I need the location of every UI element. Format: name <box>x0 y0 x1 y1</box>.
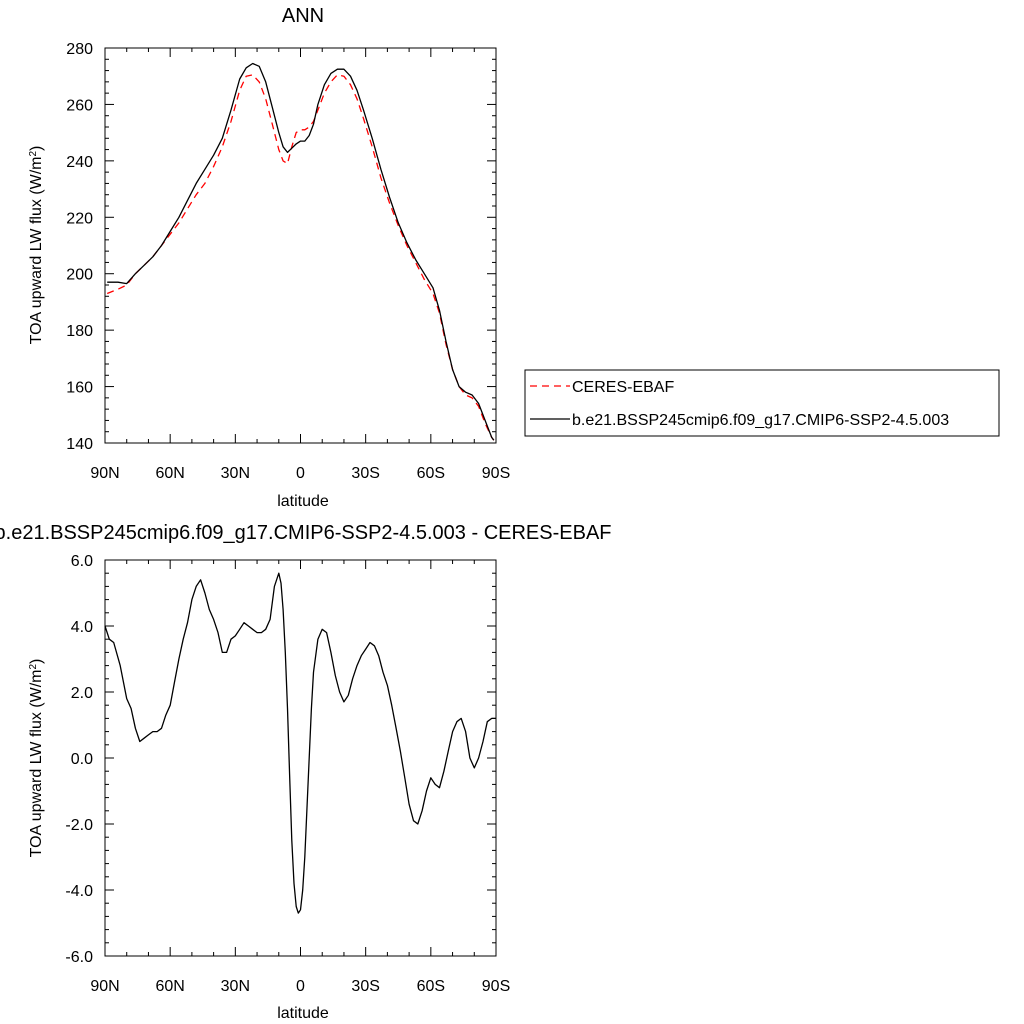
top-x-ticks: 90N 60N 30N 0 30S 60S 90S <box>90 48 510 482</box>
y-tick-label: 240 <box>66 154 93 171</box>
series-line-0-0 <box>106 74 495 441</box>
x-tick-label: 90S <box>482 978 510 995</box>
legend-label-model: b.e21.BSSP245cmip6.f09_g17.CMIP6-SSP2-4.… <box>572 412 949 429</box>
x-tick-label: 90N <box>90 465 119 482</box>
bottom-chart-title: b.e21.BSSP245cmip6.f09_g17.CMIP6-SSP2-4.… <box>0 522 611 544</box>
top-series <box>106 62 495 441</box>
bottom-y-axis-label: TOA upward LW flux (W/m2) <box>28 659 46 858</box>
top-y-ticks: 140 160 180 200 220 240 260 280 <box>66 41 496 453</box>
y-tick-label: -6.0 <box>65 949 93 966</box>
bottom-x-axis-label: latitude <box>277 1005 329 1022</box>
top-plot-frame <box>104 47 497 444</box>
x-tick-label: 30N <box>221 465 250 482</box>
x-tick-label: 30S <box>351 978 379 995</box>
y-tick-label: -4.0 <box>65 883 93 900</box>
legend: CERES-EBAF b.e21.BSSP245cmip6.f09_g17.CM… <box>524 369 1000 437</box>
y-tick-label: 280 <box>66 41 93 58</box>
series-line-0-1 <box>107 62 495 441</box>
top-panel: ANN 140 160 180 200 220 240 260 280 90N 60N 30N 0 3… <box>28 5 511 510</box>
x-tick-label: 90N <box>90 978 119 995</box>
y-tick-label: 4.0 <box>71 619 93 636</box>
bottom-panel: b.e21.BSSP245cmip6.f09_g17.CMIP6-SSP2-4.… <box>0 522 611 1022</box>
legend-label-ceres: CERES-EBAF <box>572 379 674 396</box>
y-tick-label: 140 <box>66 436 93 453</box>
legend-box <box>524 369 1000 437</box>
bottom-y-ticks: -6.0 -4.0 -2.0 0.0 2.0 4.0 6.0 <box>65 553 496 966</box>
y-tick-label: 220 <box>66 210 93 227</box>
bottom-x-ticks: 90N 60N 30N 0 30S 60S 90S <box>90 560 510 995</box>
y-tick-label: 180 <box>66 323 93 340</box>
x-tick-label: 0 <box>296 465 305 482</box>
x-tick-label: 60N <box>155 978 184 995</box>
top-y-axis-label: TOA upward LW flux (W/m2) <box>28 146 46 345</box>
x-tick-label: 30S <box>351 465 379 482</box>
x-tick-label: 90S <box>482 465 510 482</box>
bottom-series <box>104 572 496 914</box>
y-tick-label: 0.0 <box>71 751 93 768</box>
x-tick-label: 60S <box>417 465 445 482</box>
x-tick-label: 0 <box>296 978 305 995</box>
y-tick-label: 260 <box>66 97 93 114</box>
y-tick-label: 2.0 <box>71 685 93 702</box>
y-tick-label: 6.0 <box>71 553 93 570</box>
top-chart-title: ANN <box>282 5 324 27</box>
series-line-1-0 <box>104 572 496 914</box>
x-tick-label: 60S <box>417 978 445 995</box>
y-tick-label: 200 <box>66 267 93 284</box>
y-tick-label: -2.0 <box>65 817 93 834</box>
top-x-axis-label: latitude <box>277 493 329 510</box>
x-tick-label: 60N <box>155 465 184 482</box>
bottom-plot-frame <box>104 559 497 957</box>
x-tick-label: 30N <box>221 978 250 995</box>
y-tick-label: 160 <box>66 380 93 397</box>
